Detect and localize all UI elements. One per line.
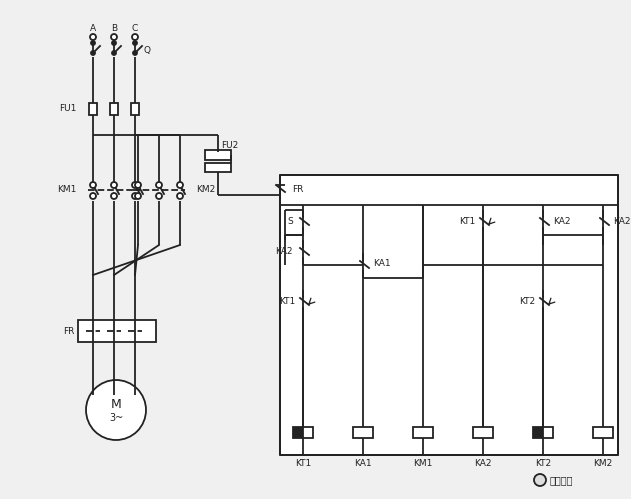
Bar [413, 427, 433, 438]
Circle shape [156, 182, 162, 188]
Text: C: C [132, 23, 138, 32]
Text: KT1: KT1 [295, 459, 311, 468]
Bar [303, 427, 313, 438]
Circle shape [90, 182, 96, 188]
Bar [543, 427, 553, 438]
Text: KA2: KA2 [276, 247, 293, 255]
Circle shape [534, 474, 546, 486]
Circle shape [111, 182, 117, 188]
Circle shape [177, 193, 183, 199]
Text: KA1: KA1 [373, 259, 391, 268]
Circle shape [91, 41, 95, 45]
Text: S: S [287, 217, 293, 226]
Text: KA2: KA2 [553, 217, 570, 226]
Circle shape [133, 41, 137, 45]
Text: KA2: KA2 [613, 217, 630, 226]
Text: B: B [111, 23, 117, 32]
Circle shape [86, 380, 146, 440]
Text: KT1: KT1 [279, 296, 295, 305]
Circle shape [112, 41, 116, 45]
Text: 3~: 3~ [109, 413, 123, 423]
Text: 电气读书: 电气读书 [550, 475, 574, 485]
Circle shape [132, 34, 138, 40]
Circle shape [132, 193, 138, 199]
Text: KM2: KM2 [196, 186, 215, 195]
Text: KT1: KT1 [459, 217, 475, 226]
Bar [473, 427, 493, 438]
Text: KT2: KT2 [519, 296, 535, 305]
Bar [593, 427, 613, 438]
Circle shape [111, 193, 117, 199]
Bar [533, 427, 543, 438]
Bar [89, 103, 97, 115]
Circle shape [112, 51, 116, 55]
Circle shape [132, 182, 138, 188]
Circle shape [135, 193, 141, 199]
Circle shape [156, 193, 162, 199]
Bar [280, 175, 618, 455]
Text: KA1: KA1 [354, 459, 372, 468]
Text: KM1: KM1 [57, 186, 77, 195]
Text: FR: FR [62, 326, 74, 335]
Bar [78, 320, 156, 342]
Text: M: M [110, 399, 121, 412]
Circle shape [90, 34, 96, 40]
Text: KA2: KA2 [475, 459, 492, 468]
Text: KM2: KM2 [593, 459, 613, 468]
Bar [205, 150, 231, 160]
Text: KM1: KM1 [413, 459, 433, 468]
Bar [131, 103, 139, 115]
Circle shape [177, 182, 183, 188]
Bar [110, 103, 118, 115]
Text: A: A [90, 23, 96, 32]
Text: Q: Q [144, 45, 151, 54]
Circle shape [111, 34, 117, 40]
Text: FR: FR [292, 185, 304, 194]
Circle shape [133, 51, 137, 55]
Circle shape [90, 193, 96, 199]
Text: FU1: FU1 [59, 103, 76, 112]
Bar [205, 163, 231, 172]
Text: KT2: KT2 [535, 459, 551, 468]
Bar [353, 427, 373, 438]
Circle shape [135, 182, 141, 188]
Text: FU2: FU2 [221, 141, 239, 150]
Bar [293, 427, 303, 438]
Circle shape [91, 51, 95, 55]
